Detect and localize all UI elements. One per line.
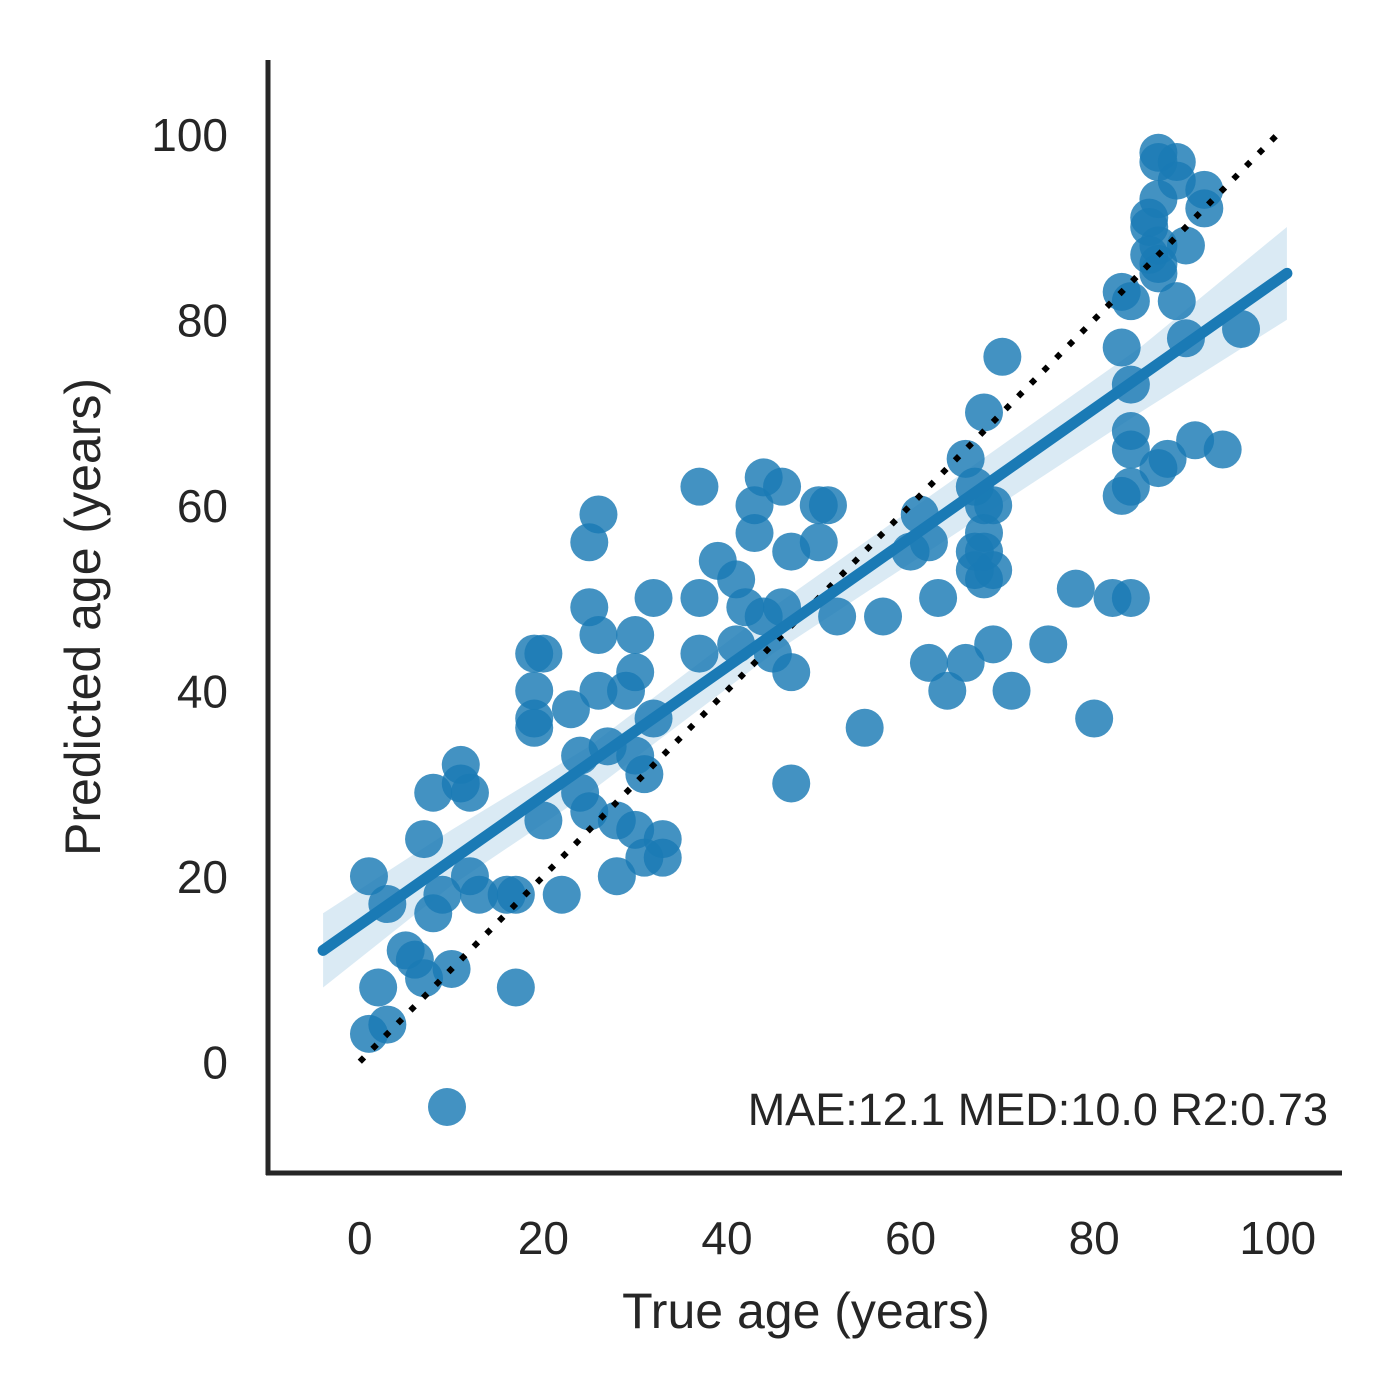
- y-tick-label: 80: [177, 295, 228, 347]
- data-point: [515, 671, 554, 710]
- data-point: [1139, 254, 1178, 293]
- data-point: [643, 838, 682, 877]
- data-point: [1157, 282, 1196, 321]
- axes-layer: [265, 60, 1342, 1176]
- data-point: [1111, 282, 1150, 321]
- data-point: [818, 597, 857, 636]
- data-point: [496, 968, 535, 1007]
- data-point: [1029, 625, 1068, 664]
- data-point: [799, 523, 838, 562]
- y-tick-label: 40: [177, 666, 228, 718]
- y-tick-label: 20: [177, 851, 228, 903]
- data-point: [974, 486, 1013, 525]
- data-point: [680, 578, 719, 617]
- data-point: [680, 467, 719, 506]
- data-point: [928, 671, 967, 710]
- x-tick-label: 80: [1069, 1212, 1120, 1264]
- x-axis-label: True age (years): [622, 1283, 990, 1339]
- data-point: [405, 820, 444, 859]
- data-point: [763, 467, 802, 506]
- data-point: [1111, 430, 1150, 469]
- data-point: [772, 764, 811, 803]
- data-point: [919, 578, 958, 617]
- data-point: [616, 653, 655, 692]
- data-point: [808, 486, 847, 525]
- legend-marker: [428, 1088, 466, 1126]
- data-point: [359, 968, 398, 1007]
- data-point: [772, 653, 811, 692]
- data-point: [423, 875, 462, 914]
- data-point: [597, 857, 636, 896]
- data-point: [496, 875, 535, 914]
- data-point: [1222, 309, 1261, 348]
- data-point: [965, 393, 1003, 432]
- x-tick-label: 40: [701, 1212, 752, 1264]
- data-point: [1111, 578, 1150, 617]
- data-point: [1166, 226, 1205, 265]
- y-tick-label: 60: [177, 480, 228, 532]
- x-tick-label: 100: [1239, 1212, 1316, 1264]
- data-point: [460, 875, 499, 914]
- data-point: [579, 495, 618, 534]
- y-tick-label: 100: [151, 109, 228, 161]
- reference-lines-layer: [317, 132, 1293, 1064]
- x-tick-label: 20: [518, 1212, 569, 1264]
- data-point: [1102, 328, 1141, 367]
- data-point: [974, 625, 1013, 664]
- data-point: [368, 1005, 407, 1044]
- data-point: [634, 578, 673, 617]
- legend-label: MAE:12.1 MED:10.0 R2:0.73: [748, 1084, 1328, 1135]
- data-point: [909, 643, 948, 682]
- y-axis-label: Predicted age (years): [55, 378, 111, 856]
- x-tick-label: 60: [885, 1212, 936, 1264]
- data-point: [974, 551, 1013, 590]
- regression-line: [317, 267, 1293, 956]
- data-point: [1185, 189, 1224, 228]
- data-point: [616, 616, 655, 655]
- data-point: [524, 634, 563, 673]
- legend: MAE:12.1 MED:10.0 R2:0.73: [428, 1084, 1328, 1135]
- data-point: [542, 875, 581, 914]
- data-point: [551, 690, 590, 729]
- data-point: [735, 514, 774, 553]
- data-point: [1111, 467, 1150, 506]
- data-point: [946, 643, 985, 682]
- data-point: [1148, 439, 1187, 478]
- data-point: [864, 597, 903, 636]
- data-point: [845, 708, 884, 747]
- tick-labels-layer: 0 20 40 60 80 100 0 20 40 60 80 100: [151, 109, 1316, 1264]
- data-point: [992, 671, 1031, 710]
- data-point: [515, 699, 554, 738]
- data-point: [983, 337, 1022, 376]
- data-point: [450, 773, 489, 812]
- data-point: [579, 671, 618, 710]
- data-point: [349, 857, 388, 896]
- data-point: [680, 634, 719, 673]
- x-tick-label: 0: [347, 1212, 373, 1264]
- y-tick-label: 0: [202, 1037, 228, 1089]
- data-point: [524, 801, 563, 840]
- data-point: [579, 616, 618, 655]
- data-point: [1203, 430, 1242, 469]
- data-point: [1075, 699, 1114, 738]
- data-point: [1056, 569, 1095, 608]
